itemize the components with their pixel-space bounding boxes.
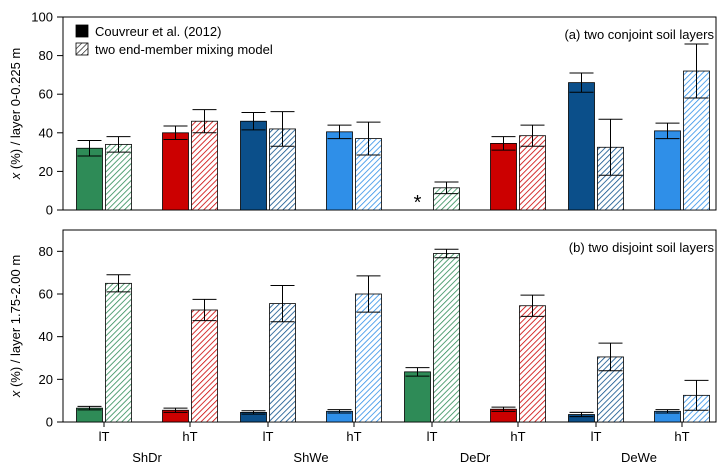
x-tick-label-lT: lT [427, 429, 438, 444]
errorbar-mixing-ShWe-lT [270, 284, 295, 323]
y-tick-label: 40 [39, 329, 53, 344]
panel-frame [62, 16, 717, 211]
bar-couvreur-DeWe-hT [654, 130, 681, 211]
group-label-ShDr: ShDr [132, 450, 162, 465]
errorbar-mixing-ShDr-lT [106, 136, 131, 153]
bar-mixing-ShDr-hT [191, 309, 218, 423]
errorbar-couvreur-ShWe-hT [327, 124, 352, 140]
y-tick-label: 60 [39, 287, 53, 302]
errorbar-mixing-ShWe-hT [356, 121, 381, 156]
y-axis-label-rest: (%) / layer 1.75-2.00 m [8, 255, 23, 391]
panel-b: 0 20 40 60 80 x (%) / layer 1.75-2.00 m (b) tw… [8, 229, 717, 430]
bar-mixing-ShDr-lT [105, 282, 132, 423]
errorbar-mixing-DeWe-lT [598, 118, 623, 176]
bar-couvreur-DeDr-hT [490, 143, 517, 211]
x-tick-label-hT: hT [182, 429, 197, 444]
legend-label-hatched: two end-member mixing model [95, 42, 273, 57]
x-tick-label-hT: hT [674, 429, 689, 444]
y-tick-label: 20 [39, 164, 53, 179]
errorbar-mixing-DeDr-lT [434, 181, 459, 195]
bar-couvreur-ShWe-lT [240, 120, 267, 211]
y-tick-label: 20 [39, 372, 53, 387]
y-tick-label: 0 [46, 415, 53, 430]
errorbar-couvreur-DeWe-lT [569, 411, 594, 418]
panel-frame [62, 229, 717, 423]
group-label-DeDr: DeDr [460, 450, 491, 465]
legend-swatch-hatched [75, 42, 89, 56]
y-tick-label: 80 [39, 48, 53, 63]
bar-mixing-DeDr-lT [433, 253, 460, 423]
y-tick-label: 80 [39, 244, 53, 259]
errorbar-couvreur-DeDr-lT [405, 367, 430, 377]
y-axis-label: x (%) / layer 0-0.225 m [8, 48, 23, 181]
errorbar-mixing-DeWe-hT [684, 379, 709, 411]
y-tick-label: 0 [46, 203, 53, 218]
bar-couvreur-DeDr-lT [404, 371, 431, 423]
x-tick-label-lT: lT [263, 429, 274, 444]
errorbar-mixing-ShDr-hT [192, 298, 217, 322]
errorbar-couvreur-ShDr-hT [163, 125, 188, 141]
y-axis-label-rest: (%) / layer 0-0.225 m [8, 48, 23, 173]
errorbar-mixing-ShDr-hT [192, 109, 217, 134]
errorbar-mixing-DeWe-hT [684, 43, 709, 99]
errorbar-couvreur-DeWe-hT [655, 122, 680, 140]
x-tick-label-lT: lT [591, 429, 602, 444]
legend-swatch-solid [75, 24, 89, 38]
y-tick-label: 40 [39, 125, 53, 140]
x-axis-labels: lT hT ShDr lT hT ShWe lT hT DeDr lT hT DeWe [99, 422, 690, 465]
legend-label-solid: Couvreur et al. (2012) [95, 24, 221, 39]
errorbar-couvreur-ShDr-lT [77, 405, 102, 411]
x-tick-label-hT: hT [346, 429, 361, 444]
legend-entry-hatched: two end-member mixing model [75, 42, 273, 57]
bar-couvreur-ShDr-hT [162, 132, 189, 211]
y-tick-label: 100 [31, 10, 53, 25]
bar-mixing-ShWe-lT [269, 303, 296, 423]
errorbar-couvreur-DeWe-lT [569, 72, 594, 93]
errorbar-mixing-DeDr-hT [520, 294, 545, 317]
y-axis-label-var: x [8, 390, 23, 398]
y-axis-label-var: x [8, 172, 23, 180]
panel-label: (b) two disjoint soil layers [569, 240, 715, 255]
errorbar-mixing-ShWe-lT [270, 111, 295, 147]
errorbar-couvreur-ShWe-lT [241, 410, 266, 415]
errorbar-mixing-DeDr-hT [520, 124, 545, 147]
errorbar-couvreur-ShDr-hT [163, 407, 188, 413]
errorbar-couvreur-ShDr-lT [77, 140, 102, 157]
group-label-DeWe: DeWe [621, 450, 657, 465]
errorbar-mixing-DeDr-lT [434, 248, 459, 259]
errorbar-mixing-DeWe-lT [598, 342, 623, 372]
errorbar-mixing-ShDr-lT [106, 274, 131, 293]
errorbar-couvreur-ShWe-lT [241, 112, 266, 131]
panel-label: (a) two conjoint soil layers [564, 27, 714, 42]
bar-mixing-ShWe-hT [355, 293, 382, 423]
y-tick-label: 60 [39, 87, 53, 102]
bar-couvreur-ShDr-lT [76, 147, 103, 211]
bar-mixing-ShDr-hT [191, 120, 218, 211]
errorbar-couvreur-ShWe-hT [327, 409, 352, 414]
bar-couvreur-ShWe-hT [326, 131, 353, 211]
legend: Couvreur et al. (2012) two end-member mix… [75, 24, 273, 57]
panels: 0 20 40 60 80 100 x (%) / layer 0-0.225 m (a) t… [8, 10, 717, 430]
errorbar-mixing-ShWe-hT [356, 275, 381, 313]
errorbar-couvreur-DeDr-hT [491, 136, 516, 151]
legend-entry-solid: Couvreur et al. (2012) [75, 24, 221, 39]
bar-mixing-ShWe-hT [355, 138, 382, 211]
bar-mixing-DeDr-hT [519, 135, 546, 211]
bar-mixing-ShDr-lT [105, 143, 132, 211]
bar-couvreur-DeWe-lT [568, 82, 595, 211]
y-axis-label: x (%) / layer 1.75-2.00 m [8, 255, 23, 398]
bar-mixing-DeDr-hT [519, 305, 546, 423]
x-tick-label-hT: hT [510, 429, 525, 444]
errorbar-couvreur-DeDr-hT [491, 406, 516, 412]
missing-value-asterisk: * [414, 192, 422, 214]
errorbar-couvreur-DeWe-hT [655, 409, 680, 414]
group-label-ShWe: ShWe [293, 450, 328, 465]
x-tick-label-lT: lT [99, 429, 110, 444]
panel-a: 0 20 40 60 80 100 x (%) / layer 0-0.225 m (a) t… [8, 10, 717, 218]
